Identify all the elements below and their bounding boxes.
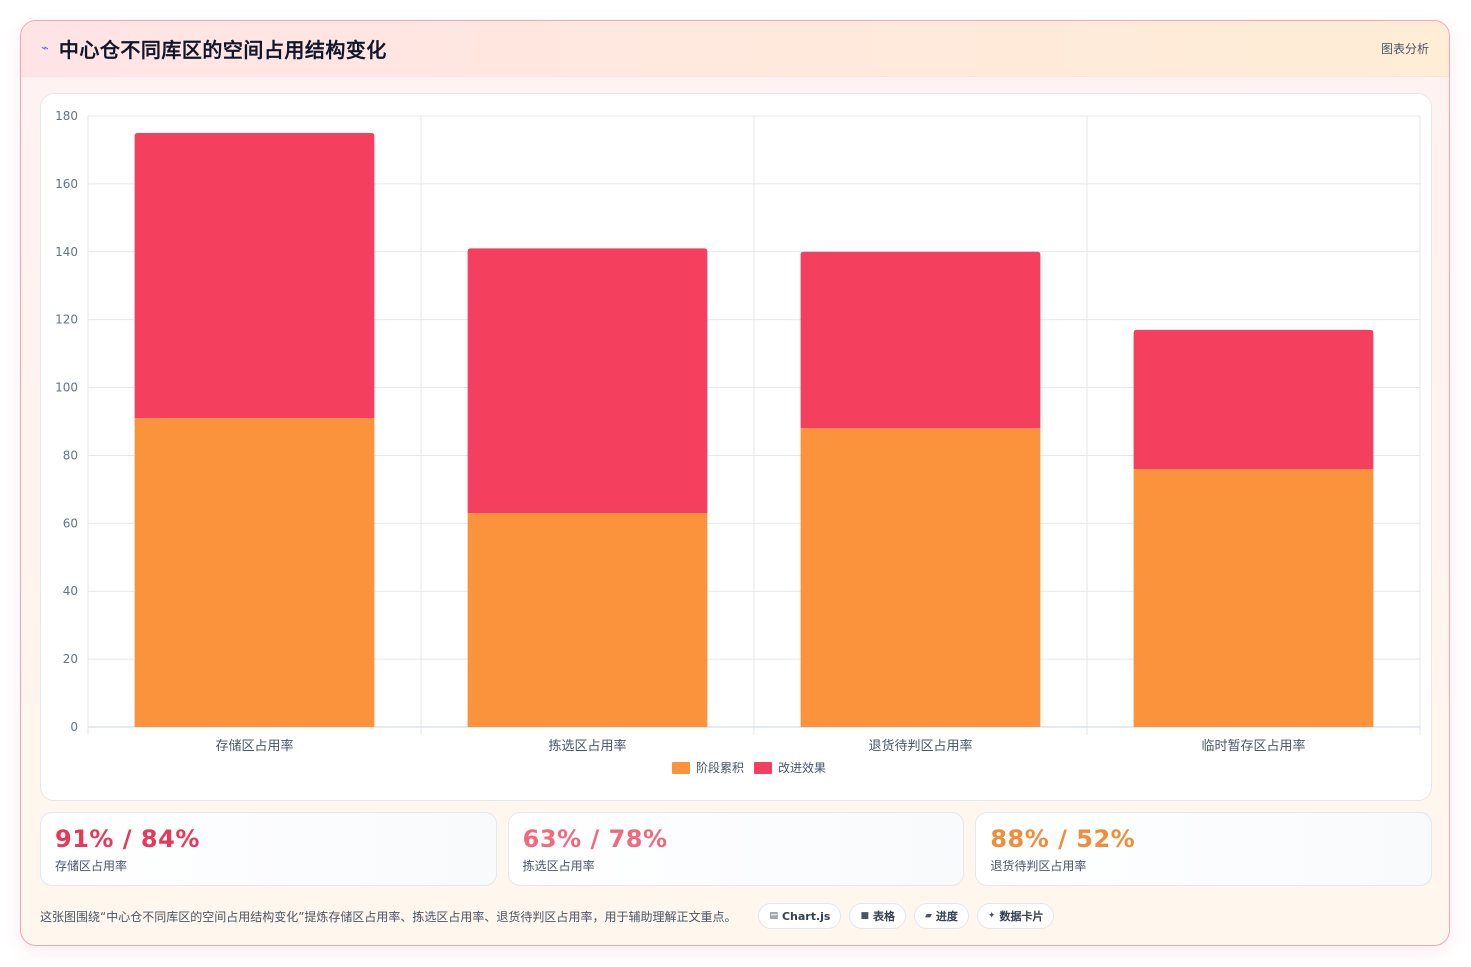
legend-label: 阶段累积 [696,760,744,775]
stat-label: 拣选区占用率 [522,859,595,873]
chart-line-icon: ⌁ [41,41,49,56]
y-tick-label: 40 [63,584,78,598]
stat-value: 88% / 52% [990,825,1136,853]
y-tick-label: 60 [63,516,78,530]
pill-label: 进度 [935,910,958,923]
progress-icon: ▰ [925,911,932,921]
bar-segment [134,418,375,727]
stat-cards: 91% / 84% 存储区占用率 63% / 78% 拣选区占用率 88% / … [40,812,1433,886]
chart-icon: ▤ [769,911,778,921]
bar-segment [1133,469,1374,727]
pill-label: 数据卡片 [999,910,1044,923]
y-tick-label: 0 [70,720,78,734]
stat-label: 存储区占用率 [55,859,128,873]
stat-card: 63% / 78% 拣选区占用率 [507,812,965,886]
bar-chart: 0 20 40 60 80 100 120 140 160 180 存储区占用率 拣选区占用率 退货待判… [55,109,1421,775]
sparkle-icon: ✦ [987,911,996,921]
stat-value: 63% / 78% [522,825,668,853]
y-tick-label: 180 [55,109,78,123]
bar-segment [1133,329,1374,470]
data-card-pill[interactable]: ✦ 数据卡片 [976,903,1055,929]
x-tick-label: 存储区占用率 [215,738,293,754]
bar-segment [800,251,1041,429]
legend-label: 改进效果 [778,760,826,775]
pill-label: Chart.js [781,909,831,923]
title-group: ⌁ 中心仓不同库区的空间占用结构变化 [41,34,387,63]
stat-value: 91% / 84% [55,825,200,853]
bar-segment [467,513,708,727]
y-tick-label: 100 [55,381,78,395]
tag-pills: ▤ Chart.js ■ 表格 ▰ 进度 ✦ 数据卡片 [758,903,1055,929]
table-icon: ■ [860,911,869,921]
stat-card: 91% / 84% 存储区占用率 [40,812,497,886]
chart-container: 0 20 40 60 80 100 120 140 160 180 存储区占用率 拣选区占用率 退货待判… [40,93,1432,801]
x-tick-label: 拣选区占用率 [548,738,626,754]
legend-swatch [754,762,772,774]
chart-title: 中心仓不同库区的空间占用结构变化 [58,38,387,62]
y-tick-label: 80 [63,448,78,462]
stat-card: 88% / 52% 退货待判区占用率 [975,812,1433,886]
bar-segment [134,132,375,419]
chart-analysis-tag: 图表分析 [1380,42,1429,56]
pill-label: 表格 [873,910,895,923]
y-tick-label: 140 [55,245,78,259]
table-pill[interactable]: ■ 表格 [849,903,906,929]
bar-segment [467,248,708,514]
y-tick-label: 160 [55,177,78,191]
stat-label: 退货待判区占用率 [990,859,1087,873]
y-tick-label: 120 [55,313,78,327]
card-header: ⌁ 中心仓不同库区的空间占用结构变化 图表分析 [21,21,1449,77]
card-footer: 这张图围绕“中心仓不同库区的空间占用结构变化”提炼存储区占用率、拣选区占用率、退… [40,899,1432,933]
chart-card: ⌁ 中心仓不同库区的空间占用结构变化 图表分析 0 20 40 60 80 100 120 1… [20,20,1450,946]
chart-caption: 这张图围绕“中心仓不同库区的空间占用结构变化”提炼存储区占用率、拣选区占用率、退… [40,909,737,924]
bar-segment [800,428,1041,727]
legend-swatch [672,762,690,774]
progress-pill[interactable]: ▰ 进度 [914,903,969,929]
x-tick-label: 退货待判区占用率 [868,738,972,754]
chartjs-pill[interactable]: ▤ Chart.js [758,903,842,929]
y-tick-label: 20 [63,652,78,666]
x-tick-label: 临时暂存区占用率 [1201,738,1305,754]
